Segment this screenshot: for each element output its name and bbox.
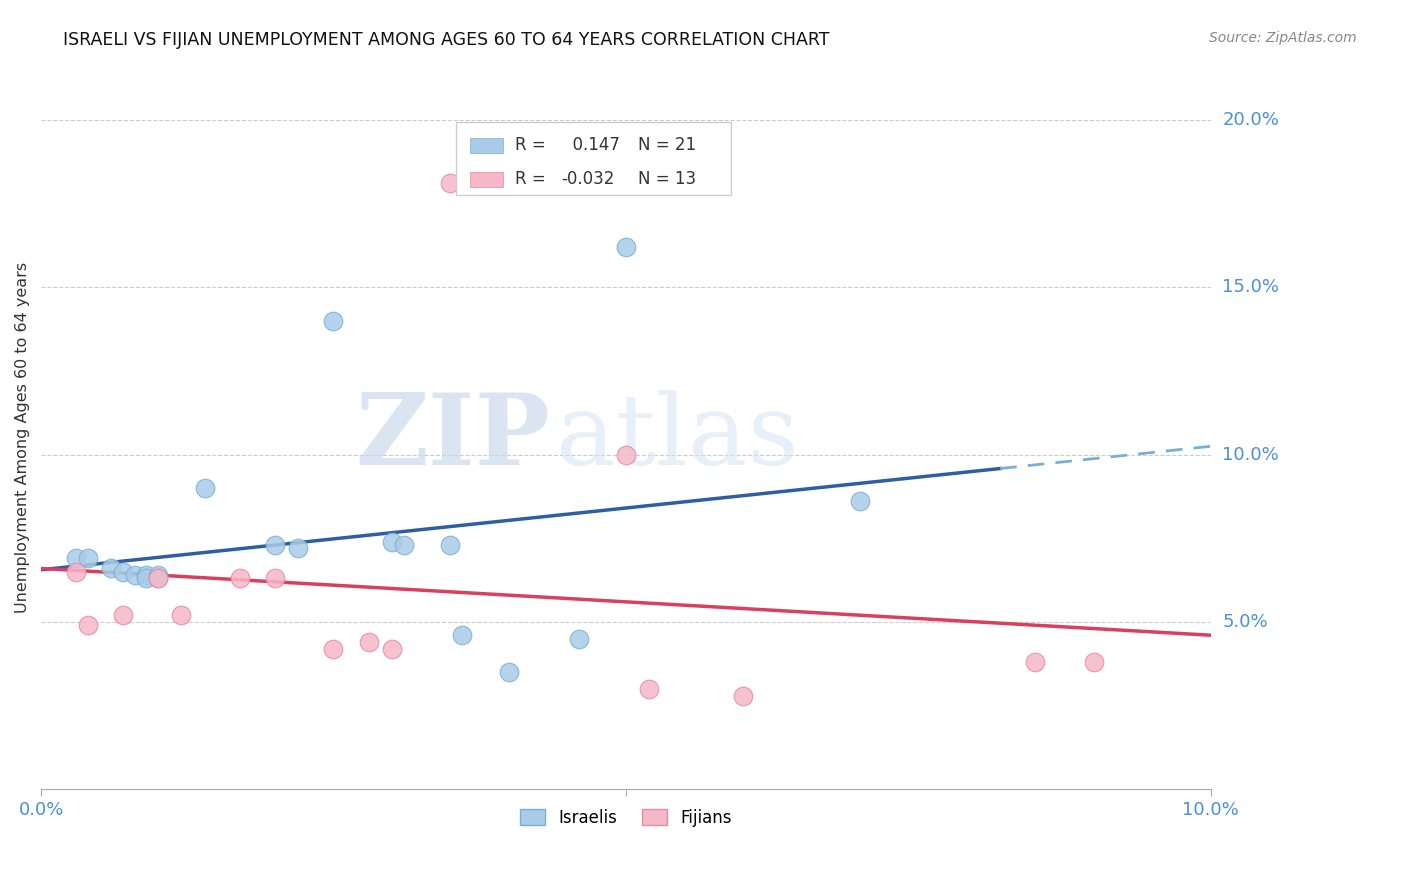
Point [146, 571, 169, 585]
Point [614, 240, 637, 254]
Point [194, 481, 217, 495]
Point [146, 568, 169, 582]
Text: 0.147: 0.147 [561, 136, 620, 154]
Point [77, 551, 100, 566]
Text: -0.032: -0.032 [561, 170, 614, 188]
Text: ZIP: ZIP [354, 389, 550, 486]
Point [381, 641, 404, 656]
Point [111, 608, 134, 623]
FancyBboxPatch shape [471, 172, 503, 187]
Point [498, 665, 520, 679]
Point [439, 538, 461, 552]
Point [381, 534, 404, 549]
Text: ISRAELI VS FIJIAN UNEMPLOYMENT AMONG AGES 60 TO 64 YEARS CORRELATION CHART: ISRAELI VS FIJIAN UNEMPLOYMENT AMONG AGE… [63, 31, 830, 49]
Point [614, 448, 637, 462]
Text: 10.0%: 10.0% [1222, 445, 1279, 464]
Point [322, 313, 344, 327]
Point [287, 541, 309, 556]
Point [451, 628, 474, 642]
Point [392, 538, 415, 552]
Point [135, 568, 157, 582]
Text: 5.0%: 5.0% [1222, 613, 1268, 631]
Point [100, 561, 122, 575]
Point [322, 641, 344, 656]
Point [264, 538, 287, 552]
Point [264, 571, 287, 585]
Point [77, 618, 100, 632]
Point [124, 568, 146, 582]
Point [1083, 655, 1105, 669]
Text: R =: R = [515, 170, 551, 188]
Text: 15.0%: 15.0% [1222, 278, 1279, 296]
Point [170, 608, 193, 623]
Point [568, 632, 591, 646]
Point [111, 565, 134, 579]
Text: atlas: atlas [555, 390, 799, 485]
Point [65, 565, 87, 579]
Point [357, 635, 380, 649]
FancyBboxPatch shape [471, 138, 503, 153]
Text: 20.0%: 20.0% [1222, 111, 1279, 128]
Text: N = 21: N = 21 [637, 136, 696, 154]
FancyBboxPatch shape [457, 121, 731, 195]
Point [65, 551, 87, 566]
Text: N = 13: N = 13 [637, 170, 696, 188]
Point [135, 571, 157, 585]
Point [731, 689, 754, 703]
Text: R =: R = [515, 136, 551, 154]
Text: Source: ZipAtlas.com: Source: ZipAtlas.com [1209, 31, 1357, 45]
Legend: Israelis, Fijians: Israelis, Fijians [513, 802, 738, 834]
Point [849, 494, 872, 508]
Point [229, 571, 252, 585]
Point [146, 571, 169, 585]
Point [638, 681, 661, 696]
Point [1024, 655, 1046, 669]
Y-axis label: Unemployment Among Ages 60 to 64 years: Unemployment Among Ages 60 to 64 years [15, 262, 30, 614]
Point [439, 177, 461, 191]
